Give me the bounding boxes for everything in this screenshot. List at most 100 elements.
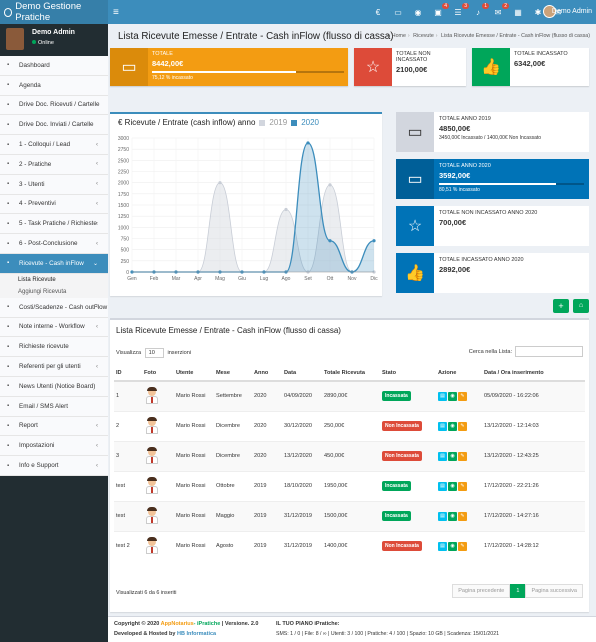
legend-2019[interactable]: 2019 xyxy=(269,118,288,127)
edit-icon[interactable]: ✎ xyxy=(458,511,467,521)
infobox-totale: ▭ TOTALE 8442,00€ 75,12 % incassato xyxy=(110,48,348,86)
y-tick-label: 1000 xyxy=(118,225,129,231)
column-header[interactable]: ID xyxy=(114,366,142,382)
cell-totale: 1950,00€ xyxy=(324,483,348,489)
breadcrumb-home[interactable]: Home xyxy=(391,33,406,39)
column-header[interactable]: Anno xyxy=(252,366,282,382)
eye-icon[interactable]: ◉ xyxy=(448,541,457,551)
status-badge: Incassata xyxy=(382,391,411,402)
sidebar-item-referenti-per-gli-utenti[interactable]: ▪ Referenti per gli utenti ‹ xyxy=(0,357,108,377)
next-page-button[interactable]: Pagina successiva xyxy=(525,584,583,598)
view-icon[interactable]: ▤ xyxy=(438,421,447,431)
column-header[interactable]: Data / Ora inserimento xyxy=(482,366,585,382)
sidebar-item-report[interactable]: ▪ Report ‹ xyxy=(0,416,108,437)
sidebar-item-agenda[interactable]: ▪ Agenda xyxy=(0,75,108,96)
edit-icon[interactable]: ✎ xyxy=(458,421,467,431)
mail-icon[interactable]: ✉ xyxy=(554,7,562,17)
column-header[interactable]: Foto xyxy=(142,366,174,382)
envelope-icon[interactable]: ✉ 2 xyxy=(494,2,509,17)
edit-icon[interactable]: ✎ xyxy=(458,451,467,461)
view-icon[interactable]: ▤ xyxy=(438,541,447,551)
series-area-2020 xyxy=(132,142,374,272)
eye-icon[interactable]: ◉ xyxy=(448,511,457,521)
sidebar-item-info-e-support[interactable]: ▪ Info e Support ‹ xyxy=(0,456,108,476)
eye-icon[interactable]: ◉ xyxy=(414,7,422,17)
footer-hoster-link[interactable]: HB Informatica xyxy=(176,631,217,637)
view-icon[interactable]: ▤ xyxy=(438,391,447,401)
sidebar-item-note-interne-workflow[interactable]: ▪ Note interne - Workflow ‹ xyxy=(0,317,108,338)
sidebar-item-2-pratiche[interactable]: ▪ 2 - Pratiche ‹ xyxy=(0,154,108,175)
avatar[interactable] xyxy=(543,5,556,18)
sidebar-item-news-utenti-notice-board[interactable]: ▪ News Utenti (Notice Board) xyxy=(0,376,108,397)
page-length-select[interactable]: 10 xyxy=(144,348,164,358)
x-tick-label: Apr xyxy=(194,276,202,282)
breadcrumb-ricevute[interactable]: Ricevute xyxy=(413,33,434,39)
column-header[interactable]: Azione xyxy=(436,366,482,382)
prev-page-button[interactable]: Pagina precedente xyxy=(452,584,511,598)
sidebar-item-6-post-conclusione[interactable]: ▪ 6 - Post-Conclusione ‹ xyxy=(0,234,108,254)
edit-icon[interactable]: ✎ xyxy=(458,481,467,491)
legend-2020[interactable]: 2020 xyxy=(301,118,319,127)
sidebar-item-richieste-ricevute[interactable]: ▪ Richieste ricevute xyxy=(0,337,108,358)
column-header[interactable]: Mese xyxy=(214,366,252,382)
sidebar-item-impostazioni[interactable]: ▪ Impostazioni ‹ xyxy=(0,436,108,457)
table-row: 2 Mario Rossi Dicembre 2020 30/12/2020 250,00… xyxy=(114,410,585,441)
brand-logo[interactable]: Demo Gestione Pratiche xyxy=(0,0,108,24)
calendar-icon[interactable]: ▦ xyxy=(514,7,522,17)
view-icon[interactable]: ▤ xyxy=(438,511,447,521)
sidebar-item-4-preventivi[interactable]: ▪ 4 - Preventivi ‹ xyxy=(0,194,108,215)
search-input[interactable] xyxy=(515,346,583,357)
data-point[interactable] xyxy=(306,141,310,145)
data-point[interactable] xyxy=(328,239,332,243)
sidebar-item-drive-doc-inviati-cartelle[interactable]: ▪ Drive Doc. Inviati / Cartelle xyxy=(0,115,108,136)
sidebar-item-drive-doc-ricevuti-cartelle[interactable]: ▪ Drive Doc. Ricevuti / Cartelle xyxy=(0,95,108,116)
table-row: test 2 Mario Rossi Agosto 2019 31/12/2019 140… xyxy=(114,530,585,561)
yearbox-label: TOTALE ANNO 2020 xyxy=(439,163,491,169)
sidebar-subitem[interactable]: Lista Ricevute xyxy=(0,273,108,286)
data-point[interactable] xyxy=(372,239,376,243)
notification-badge: 2 xyxy=(502,2,509,9)
data-point[interactable] xyxy=(284,207,288,212)
column-header[interactable]: Stato xyxy=(380,366,436,382)
view-icon[interactable]: ▤ xyxy=(438,451,447,461)
footer-brand[interactable]: AppNotarius xyxy=(160,621,194,627)
eye-icon[interactable]: ◉ xyxy=(448,451,457,461)
data-point[interactable] xyxy=(218,181,222,185)
inbox-icon[interactable]: ▣ 4 xyxy=(434,2,449,17)
bank-icon[interactable]: ⌂ xyxy=(573,299,589,313)
eye-icon[interactable]: ◉ xyxy=(448,481,457,491)
flag-icon: ▪ xyxy=(7,240,10,247)
folder-icon[interactable]: ▭ xyxy=(394,7,402,17)
data-point[interactable] xyxy=(328,183,332,187)
chevron-icon: ‹ xyxy=(96,323,98,330)
sidebar-item-ricevute-cash-inflow[interactable]: ▪ Ricevute - Cash inFlow ⌄ xyxy=(0,253,108,274)
main-content: Lista Ricevute Emesse / Entrate - Cash i… xyxy=(108,24,596,642)
euro-icon[interactable]: € xyxy=(375,7,381,17)
view-icon[interactable]: ▤ xyxy=(438,481,447,491)
column-header[interactable]: Totale Ricevuta xyxy=(322,366,380,382)
tasks-icon[interactable]: ☰ 3 xyxy=(454,2,469,17)
menu-toggle-icon[interactable]: ≡ xyxy=(113,7,119,18)
sidebar-item-costi-scadenze-cash-outflow[interactable]: ▪ Costi/Scadenze - Cash outFlow ‹ xyxy=(0,297,108,318)
sidebar-item-5-task-pratiche-richieste[interactable]: ▪ 5 - Task Pratiche / Richieste ‹ xyxy=(0,214,108,235)
sidebar-item-email-sms-alert[interactable]: ▪ Email / SMS Alert xyxy=(0,396,108,417)
page-1-button[interactable]: 1 xyxy=(510,584,526,598)
edit-icon[interactable]: ✎ xyxy=(458,541,467,551)
edit-icon[interactable]: ✎ xyxy=(458,391,467,401)
navbar-username[interactable]: Demo Admin xyxy=(551,8,592,15)
column-header[interactable]: Utente xyxy=(174,366,214,382)
sidebar-subitem[interactable]: Aggiungi Ricevuta xyxy=(0,285,108,298)
bell-icon[interactable]: ♪ 1 xyxy=(476,2,489,17)
infobox-label: TOTALE xyxy=(152,51,173,57)
chevron-icon: ‹ xyxy=(96,141,98,148)
sidebar-item-3-utenti[interactable]: ▪ 3 - Utenti ‹ xyxy=(0,174,108,195)
chart-title: € Ricevute / Entrate (cash inflow) anno xyxy=(118,118,256,127)
x-tick-label: Ott xyxy=(327,276,334,282)
column-header[interactable]: Data xyxy=(282,366,322,382)
add-button[interactable]: + xyxy=(553,299,569,313)
eye-icon[interactable]: ◉ xyxy=(448,391,457,401)
sidebar-item-dashboard[interactable]: ▪ Dashboard xyxy=(0,56,108,76)
gear-icon[interactable]: ✱ xyxy=(534,7,542,17)
sidebar-item-1-colloqui-lead[interactable]: ▪ 1 - Colloqui / Lead ‹ xyxy=(0,135,108,155)
eye-icon[interactable]: ◉ xyxy=(448,421,457,431)
